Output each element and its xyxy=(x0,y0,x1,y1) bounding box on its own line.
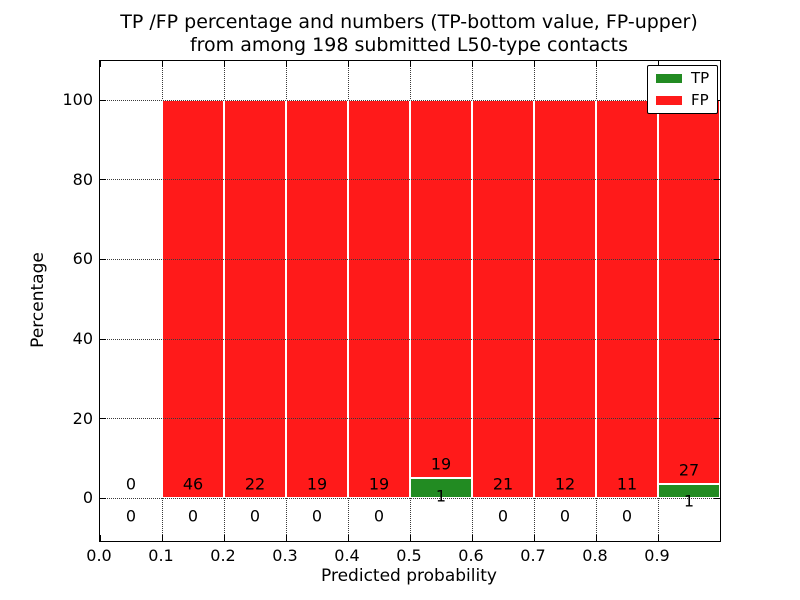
grid-line-horizontal xyxy=(100,99,720,101)
y-axis-label: Percentage xyxy=(28,252,48,348)
x-tick-mark xyxy=(99,535,101,541)
grid-line-horizontal xyxy=(100,418,720,420)
bar-fp-segment xyxy=(658,100,720,485)
legend-label-tp: TP xyxy=(691,69,710,87)
chart-title-line2: from among 198 submitted L50-type contac… xyxy=(189,34,629,56)
fp-count-label: 12 xyxy=(554,474,576,494)
chart-title-line1: TP /FP percentage and numbers (TP-bottom… xyxy=(120,11,698,33)
fp-count-label: 22 xyxy=(244,474,266,494)
x-tick-label: 0.2 xyxy=(210,546,236,565)
y-tick-mark xyxy=(100,338,106,340)
y-tick-mark xyxy=(714,179,720,181)
x-tick-mark xyxy=(409,61,411,67)
x-tick-mark xyxy=(161,61,163,67)
y-tick-label: 100 xyxy=(62,90,93,110)
y-tick-label: 0 xyxy=(82,488,93,508)
bar-fp-segment xyxy=(286,100,348,499)
x-tick-label: 0.4 xyxy=(334,546,360,565)
x-tick-label: 0.0 xyxy=(86,546,112,565)
bar-fp-segment xyxy=(224,100,286,499)
x-tick-mark xyxy=(223,535,225,541)
bar-fp-segment xyxy=(596,100,658,499)
y-tick-mark xyxy=(100,99,106,101)
x-tick-mark xyxy=(533,61,535,67)
tp-count-label: 0 xyxy=(125,506,137,525)
grid-line-horizontal xyxy=(100,258,720,260)
legend: TP FP xyxy=(647,65,719,114)
x-tick-mark xyxy=(347,61,349,67)
tp-count-label: 0 xyxy=(311,506,323,525)
fp-count-label: 19 xyxy=(430,454,452,474)
x-axis-label: Predicted probability xyxy=(321,566,497,586)
fp-count-label: 19 xyxy=(368,474,390,494)
y-tick-mark xyxy=(714,418,720,420)
plot-area xyxy=(99,60,721,542)
y-tick-label: 80 xyxy=(72,169,93,189)
legend-entry-tp: TP xyxy=(656,71,709,86)
legend-entry-fp: FP xyxy=(656,93,709,108)
tp-count-label: 0 xyxy=(249,506,261,525)
x-tick-mark xyxy=(657,535,659,541)
tp-count-label: 1 xyxy=(435,486,447,506)
x-tick-mark xyxy=(285,535,287,541)
fp-swatch-icon xyxy=(656,96,682,105)
y-tick-mark xyxy=(714,338,720,340)
fp-count-label: 11 xyxy=(616,474,638,494)
tp-count-label: 0 xyxy=(373,506,385,525)
tp-swatch-icon xyxy=(656,74,682,83)
y-tick-mark xyxy=(100,179,106,181)
grid-line-horizontal xyxy=(100,497,720,499)
fp-count-label: 19 xyxy=(306,474,328,494)
grid-line-horizontal xyxy=(100,338,720,340)
x-tick-mark xyxy=(161,535,163,541)
x-tick-mark xyxy=(657,61,659,67)
bar-tp-segment xyxy=(658,484,720,499)
bar-fp-segment xyxy=(534,100,596,499)
x-tick-mark xyxy=(99,61,101,67)
x-tick-mark xyxy=(533,535,535,541)
tp-count-label: 0 xyxy=(621,506,633,525)
y-tick-mark xyxy=(714,258,720,260)
x-tick-mark xyxy=(285,61,287,67)
y-tick-mark xyxy=(714,497,720,499)
x-tick-label: 0.6 xyxy=(458,546,484,565)
chart-title: TP /FP percentage and numbers (TP-bottom… xyxy=(99,11,719,57)
bar-fp-segment xyxy=(472,100,534,499)
x-tick-label: 0.8 xyxy=(582,546,608,565)
fp-count-label: 0 xyxy=(125,474,137,494)
x-tick-label: 0.1 xyxy=(148,546,174,565)
y-tick-mark xyxy=(100,418,106,420)
bar-fp-segment xyxy=(162,100,224,499)
x-tick-mark xyxy=(223,61,225,67)
x-tick-label: 0.3 xyxy=(272,546,298,565)
x-tick-mark xyxy=(347,535,349,541)
grid-line-horizontal xyxy=(100,179,720,181)
x-tick-mark xyxy=(471,535,473,541)
tp-count-label: 1 xyxy=(683,491,695,511)
bar-tp-segment xyxy=(410,478,472,499)
x-tick-mark xyxy=(595,61,597,67)
tp-count-label: 0 xyxy=(497,506,509,525)
y-tick-label: 40 xyxy=(72,329,93,349)
fp-count-label: 27 xyxy=(678,460,700,480)
y-tick-mark xyxy=(100,497,106,499)
y-tick-label: 20 xyxy=(72,408,93,428)
y-tick-label: 60 xyxy=(72,249,93,269)
x-tick-mark xyxy=(409,535,411,541)
tp-count-label: 0 xyxy=(559,506,571,525)
y-tick-mark xyxy=(100,258,106,260)
x-tick-label: 0.9 xyxy=(644,546,670,565)
x-tick-label: 0.5 xyxy=(396,546,422,565)
fp-count-label: 21 xyxy=(492,474,514,494)
legend-label-fp: FP xyxy=(691,91,709,109)
x-tick-mark xyxy=(595,535,597,541)
bar-fp-segment xyxy=(348,100,410,499)
x-tick-label: 0.7 xyxy=(520,546,546,565)
tp-count-label: 0 xyxy=(187,506,199,525)
fp-count-label: 46 xyxy=(182,474,204,494)
bar-fp-segment xyxy=(410,100,472,479)
x-tick-mark xyxy=(471,61,473,67)
